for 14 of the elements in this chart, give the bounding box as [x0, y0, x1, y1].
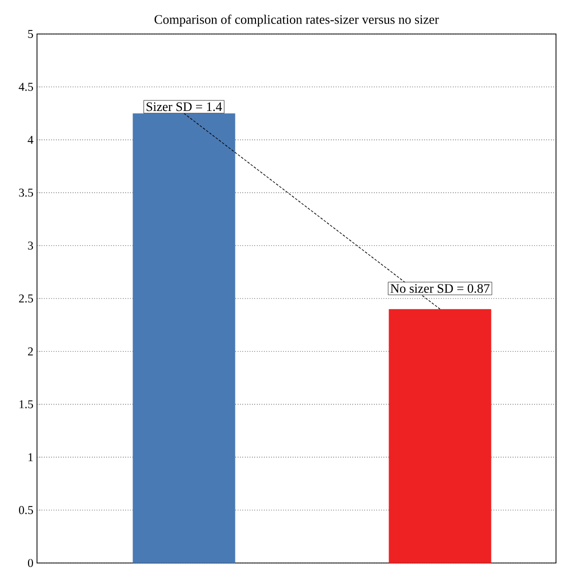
y-tick-label: 4: [28, 136, 34, 144]
y-tick-label: 2.5: [19, 294, 34, 303]
y-tick-label: 0.5: [18, 506, 34, 514]
y-tick-label: 2: [28, 347, 33, 356]
y-tick-label: 0: [28, 558, 34, 568]
y-tick-label: 1: [28, 453, 33, 462]
y-tick-label: 1.5: [20, 400, 34, 408]
chart-title: Comparison of complication rates-sizer versus no sizer: [154, 14, 439, 26]
y-tick-label: 3.5: [19, 188, 34, 197]
y-tick-label: 4.5: [18, 82, 34, 91]
annotation: Sizer SD = 1.4: [146, 102, 222, 112]
y-tick-label: 3: [28, 242, 34, 250]
annotation: No sizer SD = 0.87: [390, 284, 490, 293]
y-tick-label: 5: [28, 30, 34, 38]
